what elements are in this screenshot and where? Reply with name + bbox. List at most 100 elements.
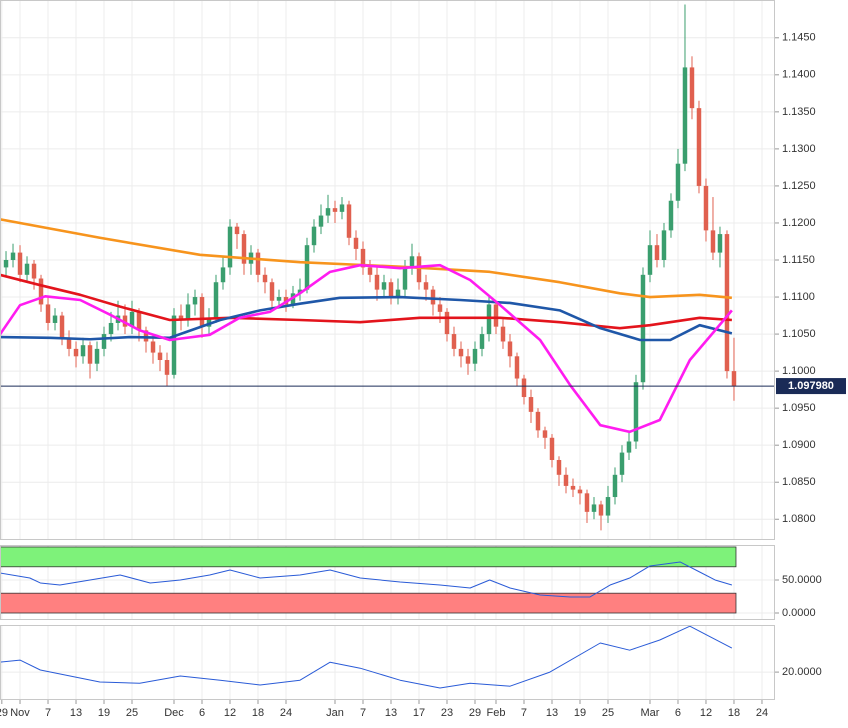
x-tick-label: 24 xyxy=(280,707,292,719)
candle-body xyxy=(584,493,590,512)
candle-body xyxy=(94,348,100,364)
candle-body xyxy=(3,260,9,268)
y-tick-label: 1.1050 xyxy=(782,328,816,340)
x-tick-label: 19 xyxy=(98,707,110,719)
candle-body xyxy=(24,263,30,275)
candle-body xyxy=(577,489,583,494)
x-tick-label: Feb xyxy=(487,707,506,719)
candle-body xyxy=(717,234,723,253)
candle-body xyxy=(52,315,58,323)
y-tick-label: 1.0850 xyxy=(782,476,816,488)
panel-frame xyxy=(0,625,775,700)
candle-body xyxy=(731,371,737,386)
y-tick-label: 1.1250 xyxy=(782,180,816,192)
candle-body xyxy=(542,430,548,438)
x-tick-label: 6 xyxy=(675,707,681,719)
candle-body xyxy=(185,304,191,320)
candle-body xyxy=(171,315,177,375)
candle-body xyxy=(269,282,275,301)
candle-body xyxy=(31,263,37,279)
candle-body xyxy=(682,67,688,164)
candle-body xyxy=(262,274,268,283)
x-tick-label: 7 xyxy=(45,707,51,719)
candle-body xyxy=(241,234,247,264)
candle-body xyxy=(122,315,128,327)
candle-body xyxy=(430,289,436,305)
candle-body xyxy=(297,289,303,294)
y-tick-label: 1.1450 xyxy=(782,32,816,44)
panel xyxy=(0,0,775,540)
line xyxy=(0,295,733,342)
x-tick-label: 23 xyxy=(441,707,453,719)
candle-body xyxy=(689,67,695,109)
candle-body xyxy=(199,297,205,327)
candle-body xyxy=(626,441,632,453)
candle-body xyxy=(346,204,352,238)
candle-body xyxy=(437,304,443,312)
candle-body xyxy=(640,274,646,383)
panel xyxy=(0,545,775,620)
band xyxy=(0,592,737,614)
x-tick-label: 12 xyxy=(700,707,712,719)
candle-body xyxy=(563,474,569,486)
candle-body xyxy=(353,237,359,249)
candle-body xyxy=(535,411,541,431)
candle-body xyxy=(514,356,520,379)
x-tick-label: Jan xyxy=(326,707,344,719)
candle-body xyxy=(724,234,730,372)
y-tick-label: 1.1400 xyxy=(782,69,816,81)
band xyxy=(0,546,737,568)
candle-body xyxy=(703,185,709,231)
y-tick-label: 20.0000 xyxy=(782,666,822,678)
candle-body xyxy=(234,226,240,235)
panel-frame xyxy=(0,0,775,540)
x-tick-label: 19 xyxy=(574,707,586,719)
x-tick-label: 7 xyxy=(521,707,527,719)
x-tick-label: Nov xyxy=(10,707,30,719)
candle-body xyxy=(591,504,597,512)
candle-body xyxy=(178,315,184,320)
candle-body xyxy=(388,282,394,298)
candle-body xyxy=(164,360,170,375)
candle-body xyxy=(493,304,499,327)
candle-body xyxy=(325,208,331,216)
candle-body xyxy=(367,267,373,275)
candle-body xyxy=(451,334,457,349)
x-tick-label: 18 xyxy=(728,707,740,719)
candle-body xyxy=(633,382,639,442)
y-tick-label: 0.0000 xyxy=(782,607,816,619)
candle-body xyxy=(227,226,233,268)
candle-body xyxy=(605,497,611,516)
candle-body xyxy=(136,311,142,331)
candle-body xyxy=(668,200,674,231)
candle-body xyxy=(381,282,387,290)
candle-body xyxy=(486,304,492,335)
candle-body xyxy=(311,226,317,246)
y-tick-label: 1.0800 xyxy=(782,513,816,525)
panel xyxy=(0,625,775,700)
y-tick-label: 1.1300 xyxy=(782,143,816,155)
line xyxy=(0,625,733,689)
candle-body xyxy=(465,356,471,364)
x-tick-label: 17 xyxy=(413,707,425,719)
x-tick-label: 24 xyxy=(756,707,768,719)
candle-body xyxy=(458,348,464,357)
x-tick-label: 18 xyxy=(252,707,264,719)
candle-body xyxy=(73,348,79,357)
x-tick-label: 29 xyxy=(0,707,8,719)
candle-body xyxy=(150,341,156,353)
x-tick-label: 7 xyxy=(360,707,366,719)
candle-body xyxy=(395,289,401,298)
candle-body xyxy=(472,348,478,364)
candle-body xyxy=(423,282,429,290)
candle-body xyxy=(10,252,16,260)
candle-body xyxy=(619,452,625,475)
candle-body xyxy=(507,341,513,357)
candle-body xyxy=(696,108,702,186)
candle-body xyxy=(647,245,653,275)
y-tick-label: 1.1100 xyxy=(782,291,815,303)
candle-body xyxy=(332,208,338,212)
candle-body xyxy=(402,267,408,290)
candle-body xyxy=(675,163,681,201)
